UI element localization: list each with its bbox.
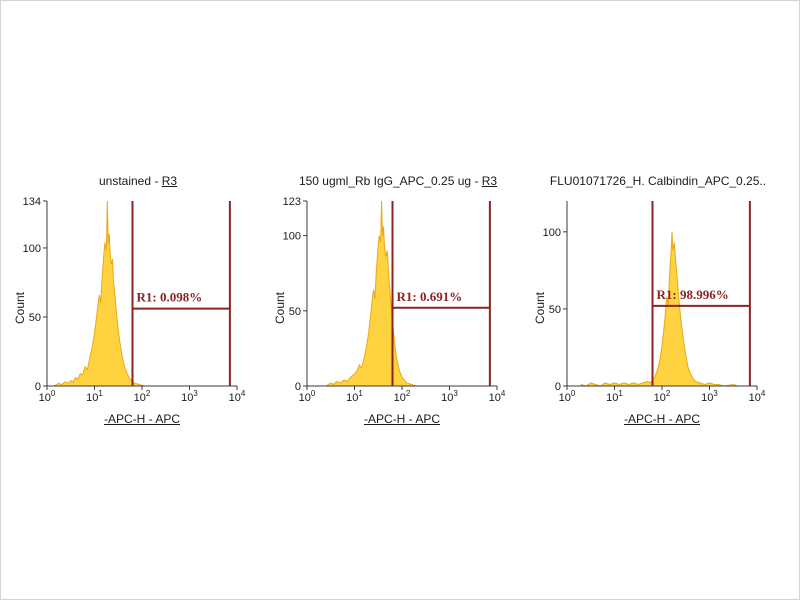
panel-title: FLU01071726_H. Calbindin_APC_0.25..: [533, 174, 783, 188]
x-tick-label: 100: [559, 389, 576, 404]
x-tick-label: 104: [229, 389, 246, 404]
y-tick-label: 50: [29, 312, 41, 324]
y-tick-label: 0: [35, 381, 41, 393]
x-tick-label: 101: [606, 389, 623, 404]
y-tick-label: 123: [283, 196, 301, 208]
histogram-area: [52, 200, 145, 387]
y-tick-label: 0: [555, 381, 561, 393]
panel-title-text: 150 ugml_Rb IgG_APC_0.25 ug -: [298, 174, 482, 188]
x-axis-label[interactable]: -APC-H - APC: [623, 412, 700, 426]
y-tick-label: 50: [549, 304, 561, 316]
x-axis-label[interactable]: -APC-H - APC: [103, 412, 180, 426]
histogram-panel-unstained: unstained - R3 Count 0 50 100 134 100 101 102 1…: [13, 166, 263, 436]
x-tick-label: 103: [181, 389, 198, 404]
x-tick-label: 103: [441, 389, 458, 404]
y-tick-label: 134: [23, 196, 41, 208]
histogram-area: [324, 200, 417, 387]
y-tick-label: 100: [23, 243, 41, 255]
gate-label: R1: 98.996%: [657, 287, 729, 302]
panel-title: unstained - R3: [13, 174, 263, 188]
x-tick-label: 101: [86, 389, 103, 404]
gate-link[interactable]: R3: [161, 174, 178, 188]
x-tick-label: 101: [346, 389, 363, 404]
x-tick-label: 102: [134, 389, 151, 404]
gate-link[interactable]: R3: [481, 174, 498, 188]
panel-title-text: FLU01071726_H. Calbindin_APC_0.25..: [549, 174, 767, 188]
y-tick-label: 0: [295, 381, 301, 393]
x-tick-label: 104: [749, 389, 766, 404]
y-tick-label: 100: [283, 231, 301, 243]
x-tick-label: 102: [654, 389, 671, 404]
histogram-area: [580, 231, 739, 387]
histogram-panel-isotype: 150 ugml_Rb IgG_APC_0.25 ug - R3 Count 0…: [273, 166, 523, 436]
histogram-plot: 0 50 100 134 100 101 102 103 104 R1: 0.098%: [23, 196, 246, 404]
x-tick-label: 104: [489, 389, 506, 404]
histogram-plot: 0 50 100 100 101 102 103 104 R1: 98.996%: [543, 201, 766, 404]
panel-title-text: unstained -: [98, 174, 162, 188]
histogram-panel-stained: FLU01071726_H. Calbindin_APC_0.25.. Coun…: [533, 166, 783, 436]
x-tick-label: 100: [299, 389, 316, 404]
y-tick-label: 100: [543, 227, 561, 239]
panel-title: 150 ugml_Rb IgG_APC_0.25 ug - R3: [273, 174, 523, 188]
histogram-plot: 0 50 100 123 100 101 102 103 104 R1: 0.691%: [283, 196, 506, 404]
x-tick-label: 103: [701, 389, 718, 404]
gate-label: R1: 0.098%: [137, 290, 203, 305]
x-tick-label: 102: [394, 389, 411, 404]
y-tick-label: 50: [289, 306, 301, 318]
x-tick-label: 100: [39, 389, 56, 404]
x-axis-label[interactable]: -APC-H - APC: [363, 412, 440, 426]
gate-label: R1: 0.691%: [397, 289, 463, 304]
